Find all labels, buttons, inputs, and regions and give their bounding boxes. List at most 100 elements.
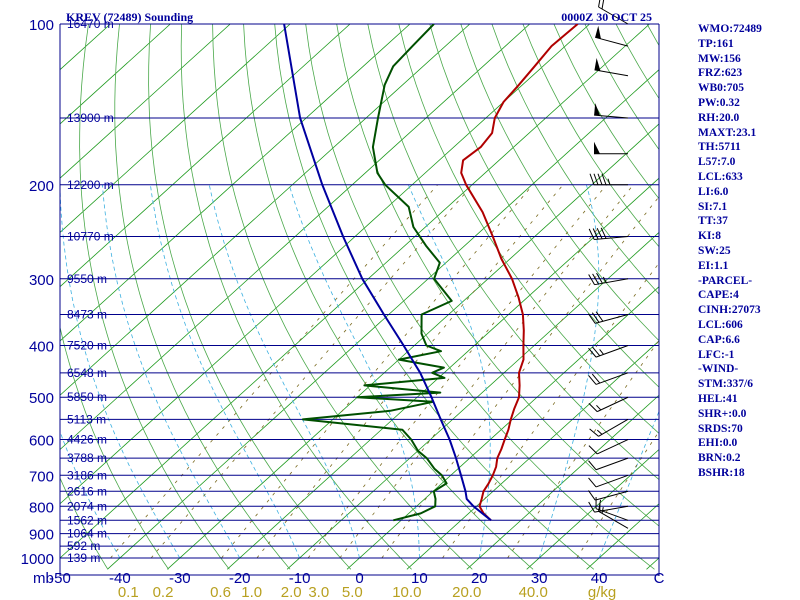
wind-barb-staff — [594, 236, 629, 240]
dry-adiabat-line — [148, 24, 352, 570]
stat-line: BRN:0.2 — [698, 452, 741, 465]
pressure-labels: 100 200 300 400 500 600 700 800 900 1000 — [21, 17, 54, 568]
stat-line: CAP:6.6 — [698, 333, 740, 346]
wind-barb-half — [607, 178, 611, 185]
temperature-tick-label: -50 — [49, 570, 71, 587]
wind-barb — [588, 474, 629, 488]
wind-barb-staff — [596, 439, 629, 455]
stat-line: SW:25 — [698, 244, 731, 257]
isotherm-line — [466, 394, 659, 570]
stat-line: LFC:-1 — [698, 348, 735, 361]
isotherm-line — [286, 231, 659, 570]
isotherm-line — [226, 177, 659, 570]
wind-barb-full — [589, 428, 599, 437]
mixing-ratio-label: g/kg — [588, 584, 616, 600]
dry-adiabat-line — [522, 24, 659, 248]
wind-barb-staff — [595, 372, 629, 385]
wind-barb — [588, 490, 629, 501]
wind-barb-full — [588, 490, 596, 501]
height-label: 6548 m — [67, 366, 107, 380]
wind-barb-full — [588, 347, 597, 358]
wind-barb — [588, 372, 629, 385]
stat-line: EI:1.1 — [698, 259, 729, 272]
wind-barb-full — [591, 373, 601, 384]
isotherm-lines — [60, 24, 659, 570]
stat-line: STM:337/6 — [698, 378, 753, 391]
wind-barb-full — [592, 228, 599, 240]
stat-line: EHI:0.0 — [698, 437, 738, 450]
stat-line: MW:156 — [698, 52, 741, 65]
dry-adiabat-line — [305, 24, 655, 570]
isotherm-line — [406, 340, 659, 570]
stat-line: KI:8 — [698, 230, 721, 243]
stat-line: WMO:72489 — [698, 23, 762, 35]
wind-barb-flag — [595, 25, 601, 39]
height-label: 1064 m — [67, 527, 107, 541]
isotherm-line — [60, 24, 351, 288]
isotherm-line — [60, 24, 171, 125]
wind-barb-staff — [595, 314, 629, 324]
temperature-tick-label: 0 — [355, 570, 363, 587]
isotherm-line — [60, 24, 590, 505]
wind-barb-full — [597, 173, 603, 185]
wind-barb-staff — [598, 6, 629, 25]
dry-adiabat-line — [367, 24, 659, 481]
temperature-tick-label: -20 — [229, 570, 251, 587]
isotherm-line — [60, 24, 531, 451]
stat-line: BSHR:18 — [698, 466, 745, 479]
dry-adiabat-line — [114, 24, 291, 570]
wind-barb-staff — [594, 278, 629, 286]
wind-barb-full — [588, 228, 595, 240]
wind-barb — [588, 396, 629, 413]
stat-line: SRDS:70 — [698, 422, 743, 435]
mixing-ratio-label: 20.0 — [452, 584, 481, 600]
wind-barb-full — [588, 274, 595, 285]
temperature-tick-label: 40 — [591, 570, 608, 587]
mixing-ratio-label: 10.0 — [392, 584, 421, 600]
dry-adiabat-line — [336, 24, 659, 527]
wind-barb-full — [588, 313, 596, 324]
height-label: 10770 m — [67, 229, 114, 243]
isotherm-line — [526, 448, 659, 570]
height-label: 16470 m — [67, 17, 114, 31]
wind-barb-full — [593, 173, 599, 185]
wind-barb-full — [588, 445, 598, 455]
dewpoint-profile-line — [301, 24, 453, 522]
height-label: 139 m — [67, 551, 100, 565]
wind-barb — [588, 501, 629, 513]
stat-line: PW:0.32 — [698, 96, 740, 109]
wind-barb — [589, 418, 629, 437]
isobar-lines — [59, 23, 660, 576]
dry-adiabat-line — [79, 24, 230, 570]
pressure-label: 100 — [29, 17, 54, 34]
stat-line: TH:5711 — [698, 141, 741, 154]
temperature-tick-label: 30 — [531, 570, 548, 587]
height-label: 9550 m — [67, 272, 107, 286]
dry-adiabat-line — [274, 24, 595, 570]
mixing-ratio-line — [307, 184, 607, 559]
height-label: 13900 m — [67, 111, 114, 125]
wind-barb-flag — [594, 58, 601, 71]
pressure-label: 900 — [29, 527, 54, 544]
isotherm-line — [346, 286, 659, 570]
height-label: 7520 m — [67, 339, 107, 353]
wind-barb-flag — [594, 141, 600, 154]
mixing-ratio-label: 2.0 — [281, 584, 302, 600]
isotherm-line — [60, 24, 650, 559]
isotherm-line — [60, 24, 411, 342]
wind-barb-full — [588, 375, 597, 385]
wind-barb-staff — [595, 474, 629, 488]
height-label: 2074 m — [67, 499, 107, 513]
wind-barb-full — [598, 0, 601, 8]
wind-barb-full — [595, 311, 604, 322]
height-label: 5113 m — [67, 412, 106, 426]
height-label: 2616 m — [67, 484, 107, 498]
wind-barb-half — [596, 429, 603, 435]
wind-barb-staff — [594, 114, 629, 119]
stat-line: -WIND- — [698, 363, 739, 376]
wind-barb-full — [600, 227, 607, 239]
stat-line: LCL:633 — [698, 170, 743, 183]
pressure-label: 200 — [29, 178, 54, 195]
stat-line: MAXT:23.1 — [698, 126, 757, 139]
